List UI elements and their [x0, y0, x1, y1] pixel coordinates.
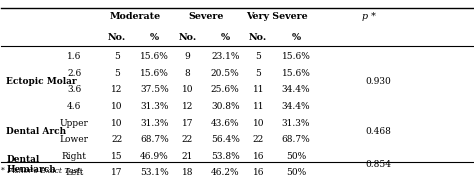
Text: Ectopic Molar: Ectopic Molar	[6, 77, 77, 86]
Text: 17: 17	[111, 168, 123, 177]
Text: 10: 10	[253, 118, 264, 128]
Text: 37.5%: 37.5%	[140, 85, 169, 94]
Text: 0.930: 0.930	[365, 77, 391, 86]
Text: 5: 5	[255, 69, 261, 78]
Text: 10: 10	[111, 102, 123, 111]
Text: No.: No.	[178, 33, 197, 42]
Text: 11: 11	[253, 85, 264, 94]
Text: 15.6%: 15.6%	[140, 52, 169, 61]
Text: 20.5%: 20.5%	[211, 69, 239, 78]
Text: 3.6: 3.6	[67, 85, 82, 94]
Text: %: %	[150, 33, 159, 42]
Text: 43.6%: 43.6%	[211, 118, 239, 128]
Text: 34.4%: 34.4%	[282, 102, 310, 111]
Text: 31.3%: 31.3%	[140, 102, 169, 111]
Text: 22: 22	[253, 135, 264, 144]
Text: 50%: 50%	[286, 168, 306, 177]
Text: 56.4%: 56.4%	[211, 135, 240, 144]
Text: 46.2%: 46.2%	[211, 168, 239, 177]
Text: 15.6%: 15.6%	[282, 52, 310, 61]
Text: 10: 10	[182, 85, 193, 94]
Text: 1.6: 1.6	[67, 52, 82, 61]
Text: Dental
Hemiarch: Dental Hemiarch	[6, 155, 56, 174]
Text: 21: 21	[182, 152, 193, 161]
Text: 15.6%: 15.6%	[140, 69, 169, 78]
Text: * Fisher's Exact Test.: * Fisher's Exact Test.	[1, 167, 83, 175]
Text: Dental Arch: Dental Arch	[6, 127, 66, 136]
Text: 0.854: 0.854	[365, 160, 392, 169]
Text: 8: 8	[185, 69, 191, 78]
Text: 5: 5	[255, 52, 261, 61]
Text: 46.9%: 46.9%	[140, 152, 169, 161]
Text: Upper: Upper	[60, 118, 89, 128]
Text: %: %	[292, 33, 301, 42]
Text: 22: 22	[182, 135, 193, 144]
Text: Left: Left	[65, 168, 83, 177]
Text: 31.3%: 31.3%	[140, 118, 169, 128]
Text: 4.6: 4.6	[67, 102, 82, 111]
Text: Moderate: Moderate	[110, 13, 161, 21]
Text: No.: No.	[249, 33, 267, 42]
Text: 34.4%: 34.4%	[282, 85, 310, 94]
Text: Severe: Severe	[189, 13, 224, 21]
Text: No.: No.	[108, 33, 126, 42]
Text: 12: 12	[111, 85, 122, 94]
Text: 53.1%: 53.1%	[140, 168, 169, 177]
Text: 2.6: 2.6	[67, 69, 82, 78]
Text: 22: 22	[111, 135, 122, 144]
Text: 0.468: 0.468	[365, 127, 392, 136]
Text: 10: 10	[111, 118, 123, 128]
Text: 53.8%: 53.8%	[211, 152, 239, 161]
Text: 31.3%: 31.3%	[282, 118, 310, 128]
Text: %: %	[221, 33, 230, 42]
Text: p *: p *	[362, 13, 376, 21]
Text: 16: 16	[253, 152, 264, 161]
Text: Very Severe: Very Severe	[246, 13, 308, 21]
Text: 15: 15	[111, 152, 123, 161]
Text: 16: 16	[253, 168, 264, 177]
Text: 9: 9	[185, 52, 191, 61]
Text: 18: 18	[182, 168, 193, 177]
Text: 12: 12	[182, 102, 193, 111]
Text: 5: 5	[114, 69, 120, 78]
Text: 17: 17	[182, 118, 193, 128]
Text: 5: 5	[114, 52, 120, 61]
Text: 50%: 50%	[286, 152, 306, 161]
Text: 11: 11	[253, 102, 264, 111]
Text: 68.7%: 68.7%	[140, 135, 169, 144]
Text: 68.7%: 68.7%	[282, 135, 310, 144]
Text: Right: Right	[62, 152, 87, 161]
Text: 23.1%: 23.1%	[211, 52, 239, 61]
Text: 30.8%: 30.8%	[211, 102, 239, 111]
Text: Lower: Lower	[60, 135, 89, 144]
Text: 25.6%: 25.6%	[211, 85, 239, 94]
Text: 15.6%: 15.6%	[282, 69, 310, 78]
